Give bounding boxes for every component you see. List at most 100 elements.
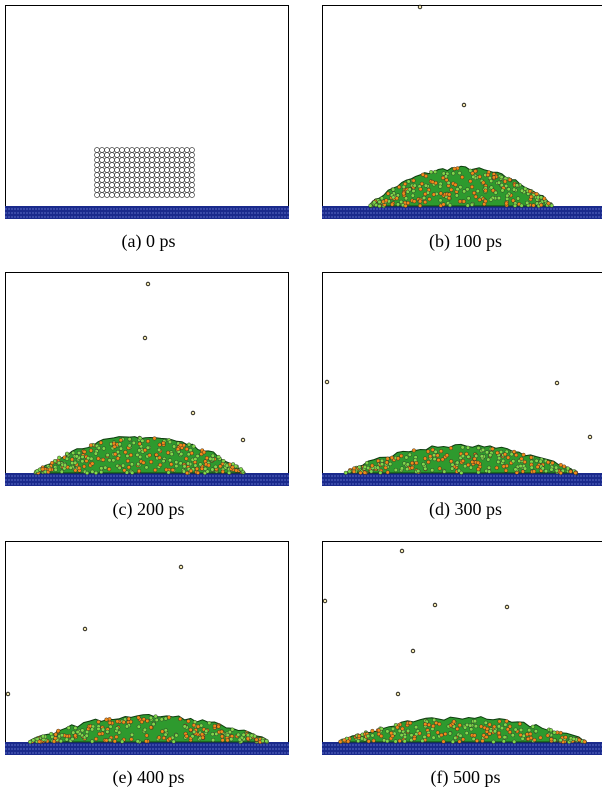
- atom: [434, 181, 438, 185]
- atom: [553, 739, 557, 743]
- atom: [161, 730, 165, 734]
- atom: [523, 460, 527, 464]
- atom: [237, 733, 241, 737]
- atom: [409, 721, 413, 725]
- caption: (f) 500 ps: [431, 767, 501, 788]
- atom: [475, 739, 479, 743]
- atom: [162, 459, 166, 463]
- atom: [508, 178, 512, 182]
- atom: [505, 202, 509, 206]
- atom: [372, 739, 376, 743]
- atom: [380, 197, 384, 201]
- atom: [130, 733, 134, 737]
- atom: [137, 716, 141, 720]
- atom: [200, 467, 204, 471]
- atom: [100, 470, 104, 474]
- panel-frame: [6, 6, 289, 219]
- atom: [76, 730, 80, 734]
- atom: [511, 733, 515, 737]
- atom: [539, 460, 543, 464]
- panel: (a) 0 ps: [5, 6, 289, 253]
- atom: [396, 203, 400, 207]
- atom: [52, 740, 56, 744]
- atom: [405, 467, 409, 471]
- atom: [105, 739, 109, 743]
- atom: [489, 198, 493, 202]
- atom: [503, 453, 507, 457]
- atom: [459, 734, 463, 738]
- atom: [231, 466, 235, 470]
- atom: [450, 467, 454, 471]
- atom: [405, 456, 409, 460]
- atom: [415, 461, 419, 465]
- atom: [498, 735, 502, 739]
- atom: [497, 196, 501, 200]
- atom: [528, 190, 532, 194]
- atom: [187, 719, 191, 723]
- atom: [497, 731, 501, 735]
- atom: [498, 720, 502, 724]
- atom: [97, 727, 101, 731]
- stray-atom: [555, 381, 559, 385]
- atom: [157, 736, 161, 740]
- atom: [439, 192, 443, 196]
- atom: [97, 720, 101, 724]
- atom: [492, 740, 496, 744]
- atom: [432, 736, 436, 740]
- atom: [518, 722, 522, 726]
- atom: [583, 740, 587, 744]
- atom: [211, 468, 215, 472]
- atom: [386, 730, 390, 734]
- atom: [482, 181, 486, 185]
- atom: [400, 454, 404, 458]
- atom: [120, 740, 124, 744]
- atom: [487, 458, 491, 462]
- atom: [246, 737, 250, 741]
- atom: [500, 183, 504, 187]
- atom: [472, 175, 476, 179]
- atom: [559, 731, 563, 735]
- atom: [75, 455, 79, 459]
- atom: [506, 728, 510, 732]
- atom: [189, 728, 193, 732]
- atom: [126, 459, 130, 463]
- atom: [160, 718, 164, 722]
- atom: [82, 465, 86, 469]
- atom: [204, 467, 208, 471]
- atom: [389, 462, 393, 466]
- atom: [397, 185, 401, 189]
- atom: [194, 464, 198, 468]
- caption: (e) 400 ps: [113, 767, 185, 788]
- atom: [461, 446, 465, 450]
- atom: [191, 735, 195, 739]
- atom: [155, 453, 159, 457]
- atom: [461, 459, 465, 463]
- atom: [57, 456, 61, 460]
- atom: [365, 461, 369, 465]
- atom: [71, 737, 75, 741]
- atom: [128, 437, 132, 441]
- stray-atom: [146, 282, 150, 286]
- atom: [126, 454, 130, 458]
- atom: [348, 470, 352, 474]
- atom: [94, 452, 98, 456]
- atom: [445, 178, 449, 182]
- atom: [386, 457, 390, 461]
- atom: [141, 439, 145, 443]
- atom: [438, 467, 442, 471]
- atom: [242, 733, 246, 737]
- atom: [200, 733, 204, 737]
- atom: [413, 200, 417, 204]
- atom: [38, 740, 42, 744]
- atom: [474, 454, 478, 458]
- atom: [367, 740, 371, 744]
- atom: [175, 460, 179, 464]
- stray-atom: [191, 411, 195, 415]
- atom: [230, 737, 234, 741]
- atom: [128, 444, 132, 448]
- atom: [481, 448, 485, 452]
- atom: [458, 200, 462, 204]
- atom: [574, 471, 578, 475]
- atom: [106, 453, 110, 457]
- atom: [496, 451, 500, 455]
